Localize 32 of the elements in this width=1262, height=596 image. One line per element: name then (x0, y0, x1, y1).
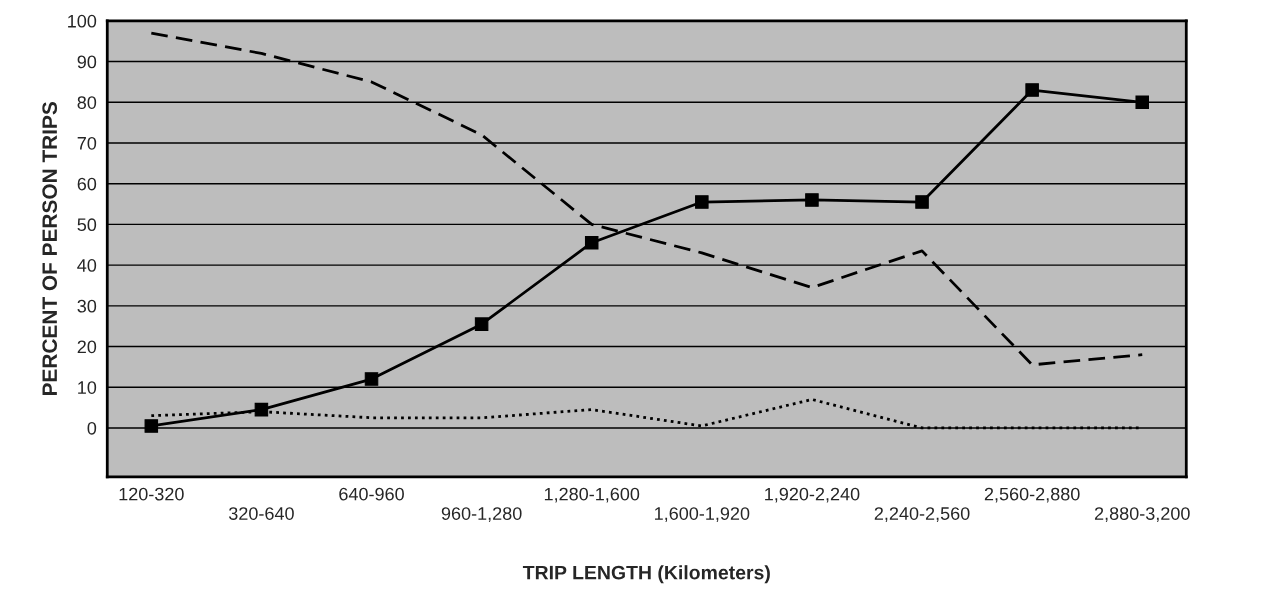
y-tick-label: 90 (77, 55, 97, 69)
x-tick-label: 960-1,280 (441, 507, 522, 523)
y-tick-label: 10 (78, 381, 97, 394)
x-tick-label: 320-640 (228, 507, 294, 520)
x-tick-label: 1,920-2,240 (765, 487, 860, 503)
y-tick-label: 70 (77, 136, 97, 150)
x-tick-label: 2,240-2,560 (874, 507, 970, 523)
y-tick-label: 80 (77, 96, 97, 109)
point (1135, 95, 1150, 110)
point (1025, 83, 1039, 97)
x-tick-label: 2,560-2,880 (984, 487, 1080, 503)
y-tick-label: 20 (77, 340, 97, 354)
x-tick-label: 1,600-1,920 (655, 507, 750, 523)
y-tick-label: 60 (77, 177, 97, 191)
point (805, 193, 819, 207)
point (584, 235, 599, 250)
x-tick-label: 2,880-3,200 (1094, 507, 1190, 523)
x-axis-title: TRIP LENGTH (Kilometers) (522, 565, 770, 584)
x-tick-label: 1,280-1,600 (544, 487, 640, 503)
point (364, 372, 379, 386)
y-tick-label: 50 (77, 218, 97, 232)
x-tick-label: 120-320 (119, 487, 184, 501)
x-tick-label: 640-960 (339, 487, 404, 501)
y-tick-label: 100 (68, 14, 97, 28)
y-tick-label: 40 (77, 259, 97, 272)
y-tick-label: 0 (87, 421, 97, 435)
point (474, 317, 489, 331)
y-tick-label: 30 (77, 299, 97, 313)
point (144, 419, 159, 433)
point (695, 195, 709, 209)
y-axis-title: PERCENT OF PERSON TRIPS (42, 102, 58, 396)
point (915, 195, 929, 209)
